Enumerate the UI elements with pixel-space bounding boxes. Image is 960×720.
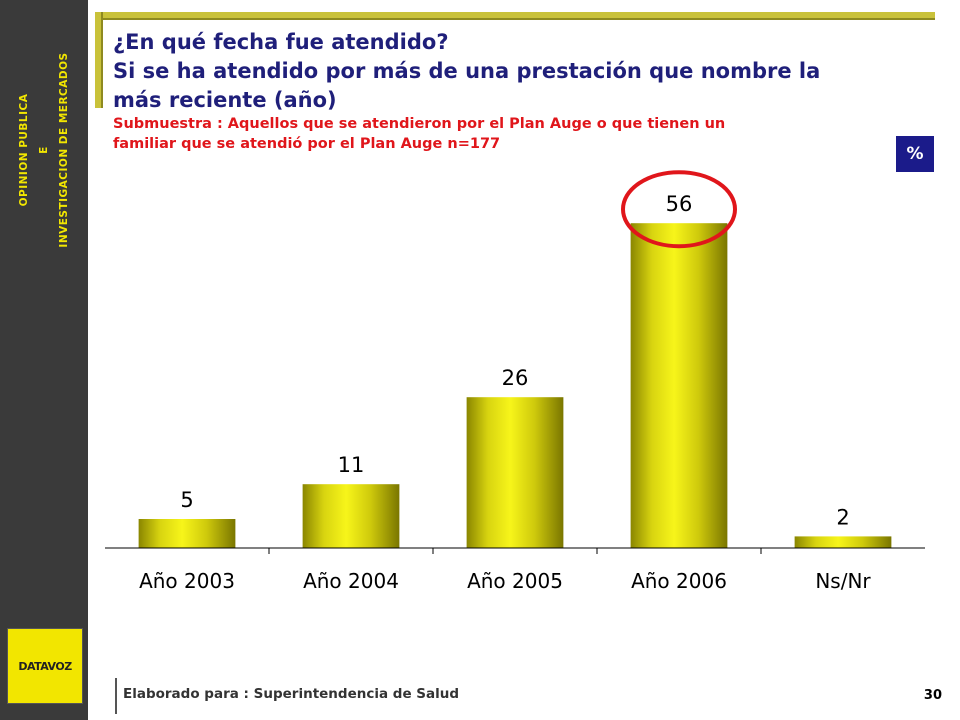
subtitle-line-1: Submuestra : Aquellos que se atendieron … xyxy=(113,116,726,132)
logo-text: DATAVOZ xyxy=(18,659,72,673)
bar-4 xyxy=(630,223,728,548)
title-line-3: más reciente (año) xyxy=(113,88,337,112)
category-label: Año 2005 xyxy=(467,569,563,593)
page-title: ¿En qué fecha fue atendido? Si se ha ate… xyxy=(113,28,933,115)
bar-1 xyxy=(138,519,236,548)
bar-3 xyxy=(466,397,564,548)
category-label: Ns/Nr xyxy=(815,569,871,593)
labels-group: 5 Año 2003 11 Año 2004 26 Año 2005 56 Año 2006 2… xyxy=(139,170,871,593)
footer-divider xyxy=(115,678,117,714)
bar-value-label: 56 xyxy=(666,192,693,216)
datavoz-logo: DATAVOZ xyxy=(7,628,83,704)
bar-5 xyxy=(794,536,892,548)
sample-subtitle: Submuestra : Aquellos que se atendieron … xyxy=(113,114,903,154)
x-axis xyxy=(105,547,925,554)
title-line-2: Si se ha atendido por más de una prestac… xyxy=(113,59,821,83)
bar-value-label: 2 xyxy=(836,505,849,529)
bar-2 xyxy=(302,484,400,548)
category-label: Año 2004 xyxy=(303,569,399,593)
category-label: Año 2003 xyxy=(139,569,235,593)
percent-badge: % xyxy=(896,136,934,172)
sidebar: OPINION PUBLICA E INVESTIGACION DE MERCA… xyxy=(0,0,88,720)
category-label: Año 2006 xyxy=(631,569,727,593)
header-frame-top xyxy=(95,12,935,20)
header-frame-left xyxy=(95,12,103,108)
footer-credit: Elaborado para : Superintendencia de Sal… xyxy=(123,686,460,702)
title-line-1: ¿En qué fecha fue atendido? xyxy=(113,30,449,54)
bars-group xyxy=(138,223,892,548)
highlight-circle xyxy=(621,170,737,249)
subtitle-line-2: familiar que se atendió por el Plan Auge… xyxy=(113,136,501,152)
page-number: 30 xyxy=(923,688,942,703)
bar-value-label: 11 xyxy=(338,453,365,477)
bar-value-label: 26 xyxy=(502,366,529,390)
bar-value-label: 5 xyxy=(180,488,193,512)
